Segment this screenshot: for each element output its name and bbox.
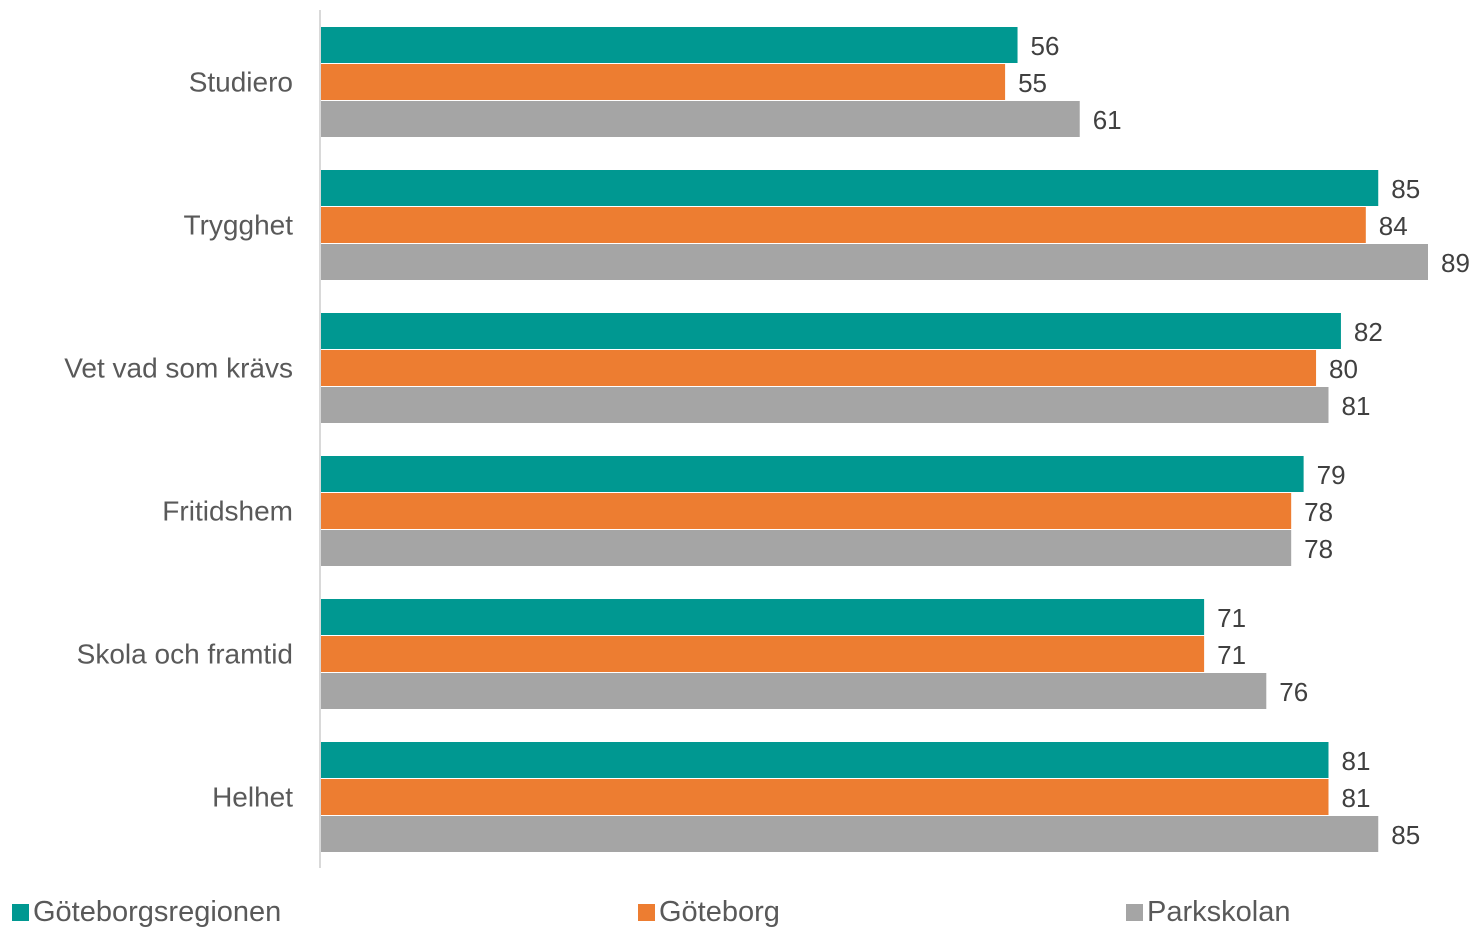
data-label-vet-vad-som-kravs-goteborgsregionen: 82: [1354, 317, 1383, 347]
labels-group: Studiero 56 55 61 Trygghet 85 84 89 Vet vad som …: [64, 31, 1470, 850]
bars-group: [321, 27, 1428, 852]
legend-label: Göteborgsregionen: [33, 896, 282, 928]
data-label-helhet-parkskolan: 85: [1391, 820, 1420, 850]
bar-skola-och-framtid-goteborg: [321, 636, 1205, 672]
legend-label: Göteborg: [659, 896, 780, 928]
category-label-vet-vad-som-kravs: Vet vad som krävs: [64, 353, 293, 384]
data-label-studiero-goteborgsregionen: 56: [1031, 31, 1060, 61]
data-label-skola-och-framtid-goteborgsregionen: 71: [1217, 603, 1246, 633]
bar-trygghet-goteborg: [321, 207, 1366, 243]
legend-item-goteborgsregionen: Göteborgsregionen: [12, 896, 281, 929]
data-label-fritidshem-parkskolan: 78: [1304, 534, 1333, 564]
data-label-skola-och-framtid-goteborg: 71: [1217, 640, 1246, 670]
legend-swatch-parkskolan: [1126, 904, 1143, 921]
category-label-trygghet: Trygghet: [184, 210, 294, 241]
data-label-helhet-goteborg: 81: [1341, 783, 1370, 813]
category-label-fritidshem: Fritidshem: [162, 496, 293, 527]
legend-label: Parkskolan: [1147, 896, 1291, 928]
legend-item-goteborg: Göteborg: [638, 896, 780, 929]
bar-fritidshem-goteborgsregionen: [321, 456, 1304, 492]
legend-swatch-goteborgsregionen: [12, 904, 29, 921]
data-label-trygghet-goteborg: 84: [1379, 211, 1408, 241]
category-label-studiero: Studiero: [189, 67, 293, 98]
bar-skola-och-framtid-goteborgsregionen: [321, 599, 1205, 635]
bar-trygghet-goteborgsregionen: [321, 170, 1379, 206]
bar-studiero-goteborgsregionen: [321, 27, 1018, 63]
legend: Göteborgsregionen Göteborg Parkskolan: [0, 896, 1480, 933]
bar-vet-vad-som-kravs-parkskolan: [321, 387, 1329, 423]
data-label-studiero-goteborg: 55: [1018, 68, 1047, 98]
category-label-skola-och-framtid: Skola och framtid: [77, 639, 293, 670]
category-label-helhet: Helhet: [212, 782, 293, 813]
bar-vet-vad-som-kravs-goteborgsregionen: [321, 313, 1341, 349]
bar-fritidshem-goteborg: [321, 493, 1292, 529]
bar-helhet-goteborg: [321, 779, 1329, 815]
legend-swatch-goteborg: [638, 904, 655, 921]
data-label-trygghet-goteborgsregionen: 85: [1391, 174, 1420, 204]
data-label-skola-och-framtid-parkskolan: 76: [1279, 677, 1308, 707]
data-label-vet-vad-som-kravs-parkskolan: 81: [1341, 391, 1370, 421]
bar-helhet-parkskolan: [321, 816, 1379, 852]
bar-studiero-parkskolan: [321, 101, 1080, 137]
bar-helhet-goteborgsregionen: [321, 742, 1329, 778]
bar-vet-vad-som-kravs-goteborg: [321, 350, 1317, 386]
data-label-trygghet-parkskolan: 89: [1441, 248, 1470, 278]
legend-item-parkskolan: Parkskolan: [1126, 896, 1290, 929]
data-label-helhet-goteborgsregionen: 81: [1341, 746, 1370, 776]
data-label-fritidshem-goteborg: 78: [1304, 497, 1333, 527]
bar-studiero-goteborg: [321, 64, 1006, 100]
bar-fritidshem-parkskolan: [321, 530, 1292, 566]
data-label-fritidshem-goteborgsregionen: 79: [1317, 460, 1346, 490]
bar-chart: Studiero 56 55 61 Trygghet 85 84 89 Vet vad som …: [64, 10, 1470, 868]
bar-skola-och-framtid-parkskolan: [321, 673, 1267, 709]
data-label-vet-vad-som-kravs-goteborg: 80: [1329, 354, 1358, 384]
data-label-studiero-parkskolan: 61: [1093, 105, 1122, 135]
bar-trygghet-parkskolan: [321, 244, 1428, 280]
